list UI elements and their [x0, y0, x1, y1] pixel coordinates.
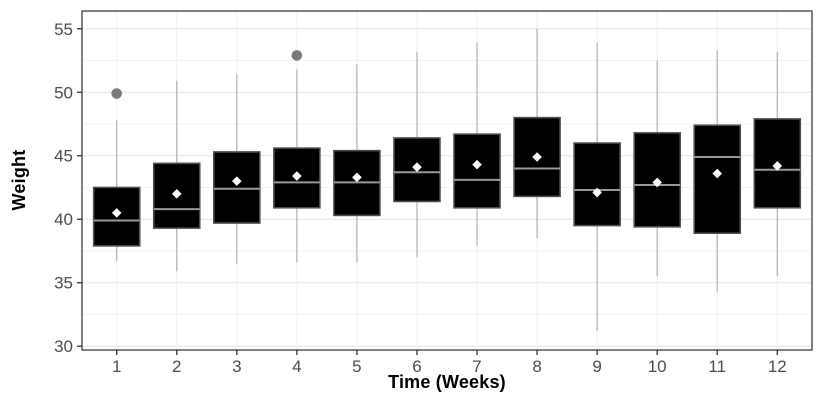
mean-diamond-marker	[772, 161, 783, 171]
x-tick-label: 7	[472, 357, 481, 376]
x-tick-label: 10	[648, 357, 667, 376]
mean-diamond-marker	[412, 162, 422, 172]
x-tick-label: 6	[412, 357, 421, 376]
mean-diamond-marker	[111, 208, 122, 218]
x-tick-label: 1	[112, 357, 121, 376]
y-tick-label: 35	[54, 274, 73, 293]
x-tick-label: 9	[592, 357, 601, 376]
y-tick-label: 30	[54, 337, 73, 356]
mean-diamond-marker	[592, 187, 602, 198]
x-tick-label: 12	[768, 357, 787, 376]
box-week-7	[453, 133, 501, 209]
x-axis-title: Time (Weeks)	[388, 372, 506, 392]
box-week-11	[693, 124, 742, 234]
mean-diamond-marker	[652, 177, 662, 188]
x-tick-label: 4	[292, 357, 301, 376]
box-week-9	[573, 142, 621, 227]
y-tick-label: 40	[54, 210, 73, 229]
x-tick-label: 5	[352, 357, 361, 376]
y-tick-label: 45	[54, 147, 73, 166]
x-tick-label: 3	[232, 357, 241, 376]
outlier-point	[291, 50, 303, 61]
panel-background	[82, 11, 812, 350]
x-tick-label: 2	[172, 357, 181, 376]
mean-diamond-marker	[352, 172, 362, 183]
mean-diamond-marker	[292, 171, 302, 181]
x-tick-label: 11	[708, 357, 726, 376]
box-week-3	[213, 151, 261, 224]
y-tick-label: 50	[54, 83, 73, 102]
y-axis-title: Weight	[9, 149, 29, 211]
mean-diamond-marker	[171, 189, 182, 199]
mean-diamond-marker	[232, 176, 242, 186]
mean-diamond-marker	[712, 168, 723, 179]
y-tick-label: 55	[54, 20, 73, 39]
panel-border	[81, 10, 813, 351]
mean-diamond-marker	[532, 152, 542, 162]
outlier-point	[111, 88, 122, 99]
x-tick-label: 8	[532, 357, 541, 376]
mean-diamond-marker	[472, 159, 482, 170]
